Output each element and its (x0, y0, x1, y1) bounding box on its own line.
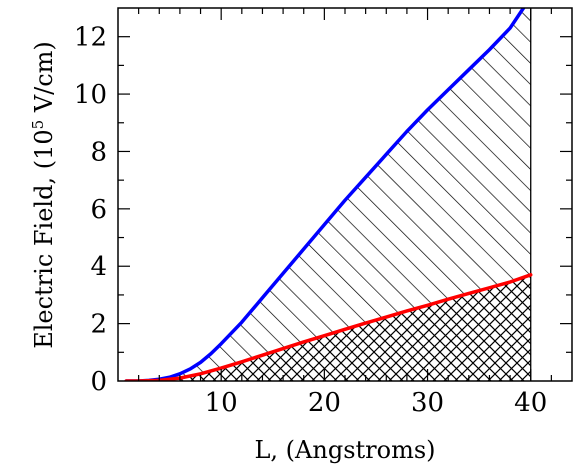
y-tick-label: 6 (90, 195, 107, 225)
y-tick-label: 12 (74, 23, 107, 53)
x-tick-label: 30 (411, 388, 444, 418)
x-tick-label: 40 (514, 388, 547, 418)
y-tick-label: 2 (90, 310, 107, 340)
series-line-1 (124, 273, 533, 381)
series-curves (124, 8, 533, 381)
y-tick-label: 10 (74, 80, 107, 110)
y-axis-label: Electric Field, (105 V/cm) (29, 41, 58, 349)
series-line-0 (124, 8, 526, 381)
x-tick-label: 20 (308, 388, 341, 418)
tick-labels: 10 20 30 40 0 2 4 6 8 10 12 (74, 23, 547, 418)
y-axis-label-exponent: 5 (29, 120, 47, 130)
tick-marks (118, 8, 572, 381)
y-axis-label-prefix: Electric Field, (10 (30, 129, 58, 348)
y-tick-label: 4 (90, 252, 107, 282)
hatched-regions (126, 8, 532, 381)
x-axis-label: L, (Angstroms) (254, 436, 435, 464)
y-axis-label-suffix: V/cm) (30, 41, 58, 120)
single-hatch-region (126, 8, 531, 381)
x-tick-label: 10 (205, 388, 238, 418)
cross-hatch-region (126, 274, 531, 381)
y-tick-label: 0 (90, 367, 107, 397)
y-tick-label: 8 (90, 137, 107, 167)
